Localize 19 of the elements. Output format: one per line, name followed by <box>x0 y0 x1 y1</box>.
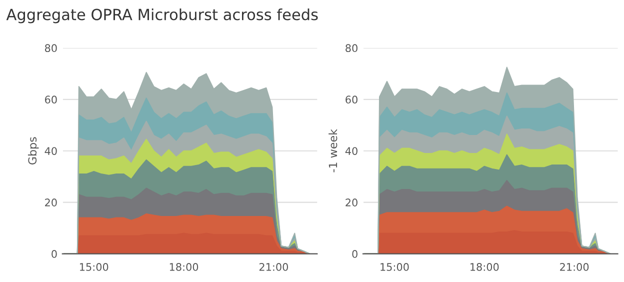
y-tick-label: 80 <box>346 44 358 52</box>
y-tick-label: 60 <box>45 96 57 104</box>
y-tick-label: 0 <box>352 250 358 258</box>
y-tick-label: 20 <box>45 198 57 206</box>
x-tick-label: 18:00 <box>170 263 198 271</box>
x-tick-label: 15:00 <box>80 263 108 271</box>
y-tick-label: 80 <box>44 44 57 52</box>
x-tick-label: 21:00 <box>560 263 589 271</box>
y-tick-label: 0 <box>52 250 57 258</box>
y-tick-label: 60 <box>346 96 358 104</box>
y-tick-label: 40 <box>44 147 57 155</box>
y-axis-title: Gbps <box>28 137 39 164</box>
x-tick-label: 18:00 <box>470 263 499 271</box>
y-axis-title: -1 week <box>328 129 338 172</box>
x-tick-label: 15:00 <box>380 263 409 271</box>
y-tick-label: 20 <box>346 198 358 206</box>
x-tick-label: 21:00 <box>259 263 288 271</box>
y-tick-label: 40 <box>345 147 358 155</box>
chart-title: Aggregate OPRA Microburst across feeds <box>6 8 318 24</box>
